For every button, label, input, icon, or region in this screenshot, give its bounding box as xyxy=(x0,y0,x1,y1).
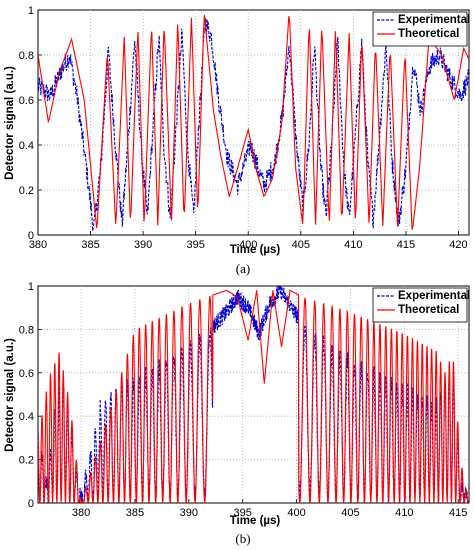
x-tick-label: 385 xyxy=(81,239,99,251)
legend-box xyxy=(372,287,468,323)
series-b xyxy=(38,286,469,503)
tick-labels-a: 380 385 390 395 400 405 410 415 420 0 0.2 0.4 0.6 0.8… xyxy=(19,5,468,251)
x-tick-label: 380 xyxy=(29,239,47,251)
legend-box xyxy=(372,11,468,47)
legend-a: Experimental Theoretical xyxy=(372,11,470,47)
x-tick-label: 400 xyxy=(287,507,305,519)
legend-b: Experimental Theoretical xyxy=(372,287,470,323)
y-axis-label-a: Detector signal (a.u.) xyxy=(4,66,16,180)
y-tick-label: 1 xyxy=(28,5,34,17)
y-tick-label: 0.8 xyxy=(19,50,34,62)
y-tick-label: 0.6 xyxy=(19,95,34,107)
series-line-theoretical xyxy=(38,289,469,503)
y-tick-label: 0.4 xyxy=(19,411,34,423)
series-a xyxy=(38,15,469,231)
series-line-theoretical xyxy=(38,15,469,230)
x-axis-label-b: Time (µs) xyxy=(230,515,281,527)
x-axis-label-a: Time (µs) xyxy=(230,244,281,256)
x-tick-label: 400 xyxy=(239,239,257,251)
y-tick-label: 0.8 xyxy=(19,324,34,336)
x-tick-label: 405 xyxy=(292,239,310,251)
panel-b: 380 385 390 395 400 405 410 415 0 0.2 0.4 0.6 0.8 1 T… xyxy=(4,281,470,546)
y-tick-label: 0.6 xyxy=(19,368,34,380)
y-tick-label: 0.2 xyxy=(19,185,34,197)
y-tick-label: 1 xyxy=(28,281,34,293)
x-tick-label: 385 xyxy=(126,507,144,519)
caption-a: (a) xyxy=(236,261,250,276)
x-tick-label: 420 xyxy=(449,239,467,251)
x-tick-label: 395 xyxy=(234,507,252,519)
legend-label: Experimental xyxy=(398,14,470,26)
plot-area-a xyxy=(37,9,470,236)
y-axis-label-b: Detector signal (a.u.) xyxy=(4,338,16,452)
legend-label: Theoretical xyxy=(398,304,459,316)
y-tick-label: 0 xyxy=(28,498,34,510)
x-tick-label: 410 xyxy=(344,239,362,251)
legend-label: Experimental xyxy=(398,290,470,302)
x-tick-label: 405 xyxy=(341,507,359,519)
x-tick-label: 390 xyxy=(180,507,198,519)
y-tick-label: 0.2 xyxy=(19,455,34,467)
caption-b: (b) xyxy=(235,531,250,546)
x-tick-label: 410 xyxy=(395,507,413,519)
y-tick-label: 0 xyxy=(28,230,34,242)
x-tick-label: 395 xyxy=(187,239,205,251)
x-tick-label: 380 xyxy=(72,507,90,519)
legend-label: Theoretical xyxy=(398,28,459,40)
x-tick-label: 390 xyxy=(134,239,152,251)
x-tick-label: 415 xyxy=(449,507,467,519)
x-tick-label: 415 xyxy=(397,239,415,251)
panel-a: 380 385 390 395 400 405 410 415 420 0 0.2 0.4 0.6 0.8… xyxy=(4,5,470,276)
y-tick-label: 0.4 xyxy=(19,140,34,152)
tick-labels-b: 380 385 390 395 400 405 410 415 0 0.2 0.4 0.6 0.8 1 xyxy=(19,281,468,519)
grid-a xyxy=(37,9,469,236)
